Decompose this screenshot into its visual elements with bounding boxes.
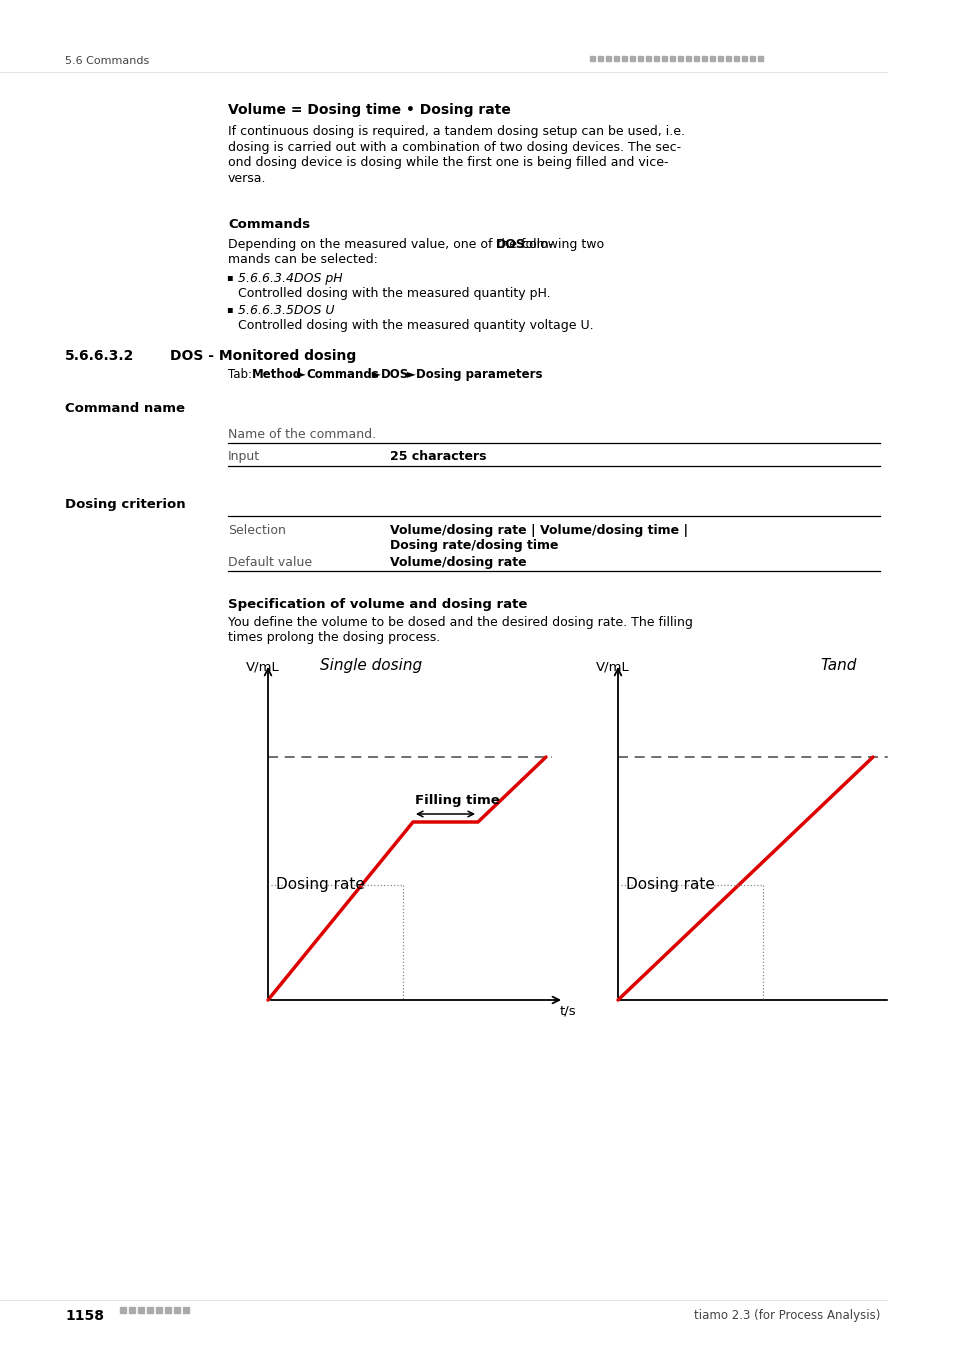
Text: Controlled dosing with the measured quantity pH.: Controlled dosing with the measured quan… [237, 288, 550, 300]
Bar [598, 55, 602, 61]
Bar [701, 55, 706, 61]
Bar [621, 55, 626, 61]
Text: Selection: Selection [228, 524, 286, 537]
Text: Commands: Commands [306, 369, 378, 381]
Text: Volume/dosing rate | Volume/dosing time |: Volume/dosing rate | Volume/dosing time … [390, 524, 687, 537]
Bar [605, 55, 610, 61]
Text: Dosing rate: Dosing rate [625, 878, 714, 892]
Bar [156, 1307, 162, 1314]
Text: You define the volume to be dosed and the desired dosing rate. The filling: You define the volume to be dosed and th… [228, 616, 692, 629]
Text: mands can be selected:: mands can be selected: [228, 252, 377, 266]
Text: ►: ► [368, 369, 384, 381]
Bar [165, 1307, 171, 1314]
Bar [614, 55, 618, 61]
Text: Tand: Tand [820, 657, 856, 674]
Bar [685, 55, 690, 61]
Bar [645, 55, 650, 61]
Text: Input: Input [228, 450, 260, 463]
Text: Dosing criterion: Dosing criterion [65, 498, 186, 512]
Text: versa.: versa. [228, 171, 266, 185]
Text: 5.6.6.3.2: 5.6.6.3.2 [65, 350, 134, 363]
Bar [887, 0, 953, 1350]
Text: 1158: 1158 [65, 1310, 104, 1323]
Text: DOS - Monitored dosing: DOS - Monitored dosing [170, 350, 355, 363]
Bar [678, 55, 682, 61]
Text: Tab:: Tab: [228, 369, 255, 381]
Text: Dosing parameters: Dosing parameters [416, 369, 542, 381]
Bar [138, 1307, 144, 1314]
Text: Name of the command.: Name of the command. [228, 428, 375, 441]
Text: ►: ► [402, 369, 419, 381]
Text: Controlled dosing with the measured quantity voltage U.: Controlled dosing with the measured quan… [237, 319, 593, 332]
Text: V/mL: V/mL [246, 660, 279, 674]
Text: Default value: Default value [228, 556, 312, 568]
Text: DOS: DOS [380, 369, 409, 381]
Text: Single dosing: Single dosing [319, 657, 421, 674]
Text: Depending on the measured value, one of the following two: Depending on the measured value, one of … [228, 238, 607, 251]
Bar [129, 1307, 135, 1314]
Bar [718, 55, 722, 61]
Text: times prolong the dosing process.: times prolong the dosing process. [228, 630, 439, 644]
Text: t/s: t/s [559, 1004, 576, 1018]
Text: 5.6.6.3.5DOS U: 5.6.6.3.5DOS U [237, 304, 335, 317]
Text: Method: Method [252, 369, 302, 381]
Bar [758, 55, 762, 61]
Bar [749, 55, 754, 61]
Text: ▪: ▪ [226, 304, 233, 315]
Text: 25 characters: 25 characters [390, 450, 486, 463]
Bar [629, 55, 635, 61]
Bar [733, 55, 739, 61]
Bar [669, 55, 675, 61]
Text: dosing is carried out with a combination of two dosing devices. The sec-: dosing is carried out with a combination… [228, 140, 680, 154]
Bar [654, 55, 659, 61]
Text: ▪: ▪ [226, 271, 233, 282]
Text: V/mL: V/mL [596, 660, 629, 674]
Bar [120, 1307, 126, 1314]
Text: tiamo 2.3 (for Process Analysis): tiamo 2.3 (for Process Analysis) [693, 1310, 879, 1322]
Bar [709, 55, 714, 61]
Text: Specification of volume and dosing rate: Specification of volume and dosing rate [228, 598, 527, 612]
Bar [638, 55, 642, 61]
Text: ►: ► [293, 369, 309, 381]
Text: ond dosing device is dosing while the first one is being filled and vice-: ond dosing device is dosing while the fi… [228, 157, 668, 169]
Text: If continuous dosing is required, a tandem dosing setup can be used, i.e.: If continuous dosing is required, a tand… [228, 126, 684, 138]
Text: 5.6.6.3.4DOS pH: 5.6.6.3.4DOS pH [237, 271, 342, 285]
Text: Volume = Dosing time • Dosing rate: Volume = Dosing time • Dosing rate [228, 103, 511, 117]
Bar [741, 55, 746, 61]
Bar [589, 55, 595, 61]
Text: Command name: Command name [65, 402, 185, 414]
Bar [173, 1307, 180, 1314]
Text: DOS: DOS [496, 238, 525, 251]
Text: Filling time: Filling time [416, 794, 499, 807]
Text: Commands: Commands [228, 217, 310, 231]
Bar [661, 55, 666, 61]
Bar [693, 55, 699, 61]
Text: com-: com- [517, 238, 553, 251]
Text: Dosing rate: Dosing rate [275, 878, 364, 892]
Bar [147, 1307, 152, 1314]
Text: Dosing rate/dosing time: Dosing rate/dosing time [390, 539, 558, 552]
Bar [725, 55, 730, 61]
Text: Volume/dosing rate: Volume/dosing rate [390, 556, 526, 568]
Bar [183, 1307, 189, 1314]
Text: 5.6 Commands: 5.6 Commands [65, 55, 149, 66]
